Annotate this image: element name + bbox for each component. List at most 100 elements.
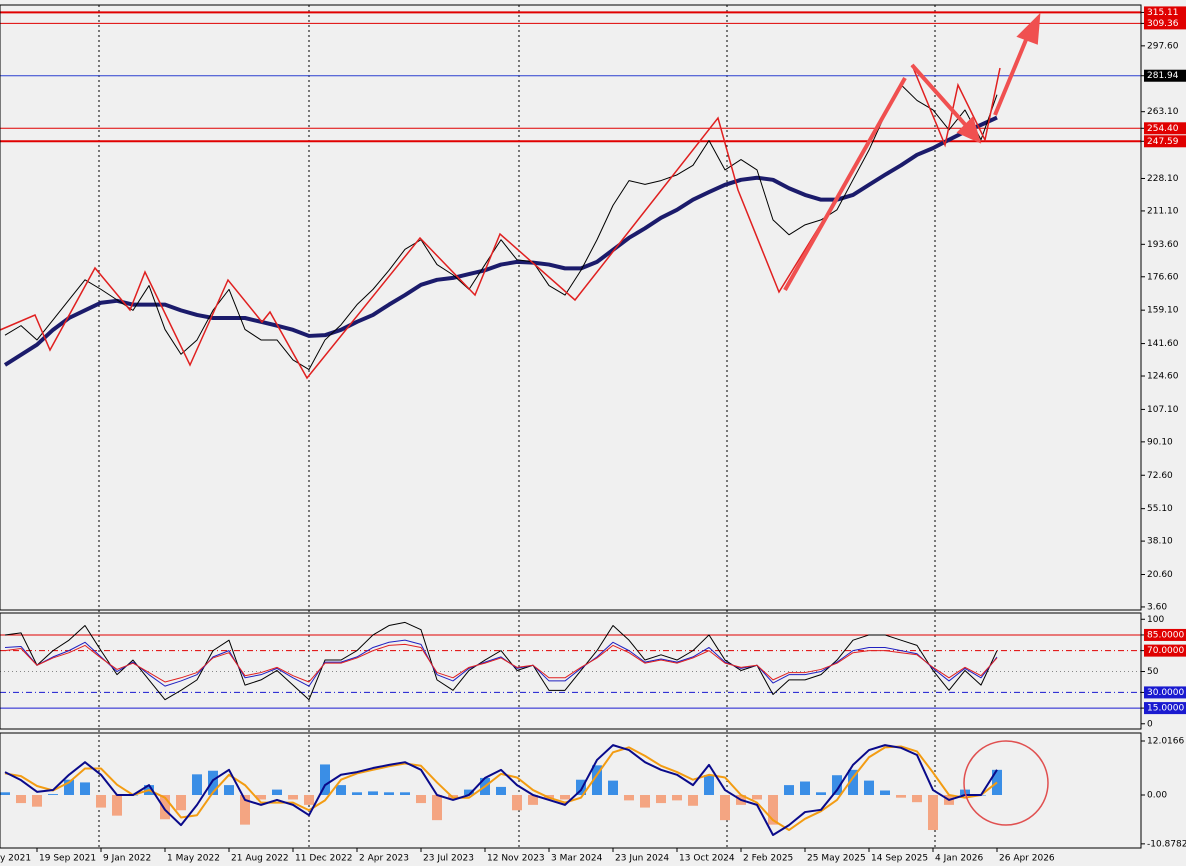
- y-tick-label: 159.10: [1147, 306, 1179, 316]
- arrow: [993, 34, 1030, 116]
- histogram-bar: [832, 775, 842, 795]
- x-tick-label: 19 Sep 2021: [39, 854, 96, 864]
- zigzag-annotations: [0, 64, 1001, 380]
- y-tick-label: 85.0000: [1147, 630, 1184, 640]
- histogram-bar: [880, 790, 890, 795]
- y-tick-label: 315.11: [1147, 8, 1179, 18]
- histogram-bar: [640, 794, 650, 808]
- y-tick-label: 15.0000: [1147, 704, 1184, 714]
- histogram-bar: [768, 794, 778, 825]
- period-separators: [98, 5, 936, 848]
- histogram-bar: [608, 780, 618, 795]
- histogram-bar: [256, 794, 266, 800]
- histogram-bar: [192, 774, 202, 795]
- histogram-bar: [704, 775, 714, 795]
- y-tick-label: 193.60: [1147, 240, 1179, 250]
- y-tick-label: 309.36: [1147, 19, 1179, 29]
- y-tick-label: 12.0166: [1147, 737, 1184, 747]
- y-tick-label: 124.60: [1147, 372, 1179, 382]
- y-tick-label: 3.60: [1147, 602, 1167, 612]
- y-tick-label: 55.10: [1147, 504, 1173, 514]
- x-tick-label: 4 Jan 2026: [935, 854, 983, 864]
- histogram-bar: [720, 794, 730, 821]
- label-box: [1144, 17, 1186, 30]
- x-tick-label: 1 May 2022: [167, 854, 220, 864]
- label-box: [1144, 6, 1186, 19]
- label-box: [1144, 702, 1186, 715]
- label-box: [1144, 135, 1186, 148]
- highlight-circle: [963, 740, 1049, 826]
- series-line: [3, 115, 998, 367]
- label-box: [1144, 628, 1186, 641]
- histogram-bar: [656, 794, 666, 804]
- y-tick-label: 50: [1147, 667, 1159, 677]
- histogram-bar: [304, 794, 314, 805]
- label-box: [1144, 122, 1186, 135]
- histogram-bar: [928, 794, 938, 831]
- x-tick-label: y 2021: [0, 854, 31, 864]
- y-tick-label: 176.60: [1147, 272, 1179, 282]
- y-tick-label: 297.60: [1147, 41, 1179, 51]
- histogram-bar: [512, 794, 522, 811]
- x-tick-label: 23 Jul 2023: [423, 854, 474, 864]
- x-tick-label: 2 Apr 2023: [359, 854, 409, 864]
- x-tick-label: 12 Nov 2023: [487, 854, 545, 864]
- x-tick-label: 23 Jun 2024: [615, 854, 669, 864]
- y-tick-label: 20.60: [1147, 570, 1173, 580]
- histogram-bar: [336, 785, 346, 795]
- y-tick-label: 228.10: [1147, 174, 1179, 184]
- histogram-bar: [64, 779, 74, 795]
- y-tick-label: 0: [1147, 719, 1153, 729]
- histogram-bar: [800, 781, 810, 795]
- histogram-bar: [560, 794, 570, 800]
- price-panel: [0, 4, 1142, 611]
- y-tick-label: 0.00: [1147, 790, 1167, 800]
- x-tick-label: 14 Sep 2025: [871, 854, 928, 864]
- y-tick-label: 72.60: [1147, 471, 1173, 481]
- panel-plot: [0, 621, 1141, 709]
- x-tick-label: 3 Mar 2024: [551, 854, 603, 864]
- series-line: [4, 744, 998, 836]
- histogram-bar: [288, 794, 298, 800]
- histogram-bar: [272, 789, 282, 795]
- y-tick-label: 70.0000: [1147, 646, 1184, 656]
- histogram-bar: [464, 789, 474, 795]
- histogram-bar: [176, 794, 186, 811]
- y-tick-label: 38.10: [1147, 537, 1173, 547]
- arrow: [783, 77, 907, 291]
- histogram-bar: [912, 794, 922, 803]
- arrow-head: [956, 116, 982, 144]
- histogram-bar: [48, 794, 58, 795]
- y-tick-label: 211.10: [1147, 206, 1179, 216]
- macd-panel: [0, 732, 1142, 849]
- histogram-bar: [672, 794, 682, 801]
- y-tick-label: 107.10: [1147, 405, 1179, 415]
- series-line: [4, 84, 998, 371]
- zigzag: [0, 116, 846, 380]
- histogram-bar: [528, 794, 538, 805]
- y-tick-label: 247.59: [1147, 137, 1179, 147]
- histogram-bar: [32, 794, 42, 807]
- label-box: [1144, 686, 1186, 699]
- histogram-bar: [592, 765, 602, 795]
- histogram-bar: [16, 794, 26, 804]
- label-box: [1144, 69, 1186, 82]
- arrow-head: [1016, 12, 1041, 45]
- histogram-bar: [208, 770, 218, 795]
- y-tick-label: 263.10: [1147, 107, 1179, 117]
- histogram-bar: [816, 792, 826, 795]
- histogram-bar: [112, 794, 122, 816]
- histogram-bar: [848, 769, 858, 795]
- histogram-bar: [368, 791, 378, 795]
- x-tick-label: 11 Dec 2022: [295, 854, 353, 864]
- series-line: [4, 643, 998, 683]
- y-tick-label: 90.10: [1147, 437, 1173, 447]
- x-tick-label: 13 Oct 2024: [679, 854, 735, 864]
- histogram-bar: [240, 794, 250, 825]
- histogram-bar: [224, 785, 234, 795]
- label-box: [1144, 644, 1186, 657]
- histogram-bar: [80, 782, 90, 795]
- rsi-panel: [0, 612, 1142, 730]
